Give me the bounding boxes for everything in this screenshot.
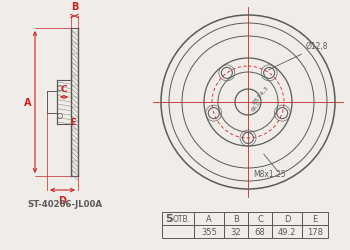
Text: 66,0: 66,0: [250, 99, 262, 112]
Text: A: A: [206, 214, 212, 223]
Text: 178: 178: [307, 227, 323, 236]
Bar: [194, 212, 224, 225]
Text: E: E: [70, 118, 76, 126]
Text: ST-40206-JL00A: ST-40206-JL00A: [28, 199, 103, 208]
Text: Ø12,8: Ø12,8: [306, 42, 329, 51]
Text: ОТВ.: ОТВ.: [173, 214, 191, 223]
Text: A: A: [23, 98, 31, 108]
Text: B: B: [71, 2, 78, 12]
Text: 32: 32: [231, 227, 241, 236]
Bar: [162, 225, 194, 238]
Text: 68: 68: [255, 227, 265, 236]
Text: E: E: [312, 214, 318, 223]
Text: D: D: [284, 214, 290, 223]
Text: M8x1.25: M8x1.25: [254, 169, 286, 178]
Bar: [302, 225, 328, 238]
Text: 5: 5: [165, 214, 173, 224]
Bar: [162, 212, 194, 225]
Bar: [248, 212, 272, 225]
Bar: [302, 212, 328, 225]
Text: 355: 355: [201, 227, 217, 236]
Bar: [272, 212, 302, 225]
Bar: [248, 225, 272, 238]
Bar: [272, 225, 302, 238]
Text: 49.2: 49.2: [278, 227, 296, 236]
Text: D: D: [58, 195, 66, 205]
Text: B: B: [233, 214, 239, 223]
Text: C: C: [257, 214, 263, 223]
Text: C: C: [61, 85, 67, 94]
Text: Ø114,3: Ø114,3: [251, 84, 270, 104]
Bar: [224, 225, 248, 238]
Bar: [224, 212, 248, 225]
Bar: [194, 225, 224, 238]
